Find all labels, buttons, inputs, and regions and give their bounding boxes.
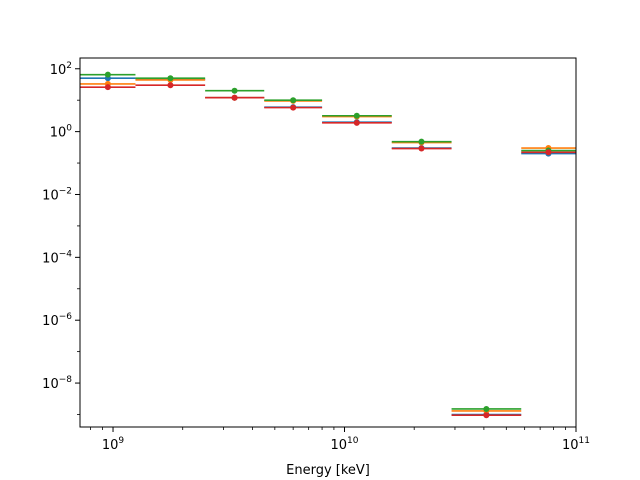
data-point [290,104,297,111]
data-point [483,412,490,419]
y-tick-label: 10−8 [42,375,72,392]
x-tick-label: 109 [102,436,125,453]
series-4 [80,82,576,419]
data-point [353,112,360,119]
data-point [290,97,297,104]
y-tick-label: 102 [50,61,72,78]
data-point [545,149,552,156]
series-1 [80,75,576,418]
series-2 [80,76,576,414]
series-3 [80,71,576,412]
data-point [353,119,360,126]
y-tick-label: 100 [50,124,73,141]
data-point [418,138,425,145]
data-point [104,84,111,91]
x-axis-label: Energy [keV] [286,463,370,478]
data-point [104,71,111,78]
axes-frame [79,57,577,428]
data-point [483,405,490,412]
y-tick-label: 10−2 [42,186,72,203]
plot-area [80,71,576,419]
x-tick-label: 1010 [331,436,359,453]
y-tick-label: 10−6 [42,312,72,329]
data-point [418,145,425,152]
data-point [167,82,174,89]
axis-ticks: 109 1010 1011 102 100 10−2 10−4 10−6 10−8 [42,61,590,453]
data-point [231,94,238,101]
y-tick-label: 10−4 [42,249,72,266]
x-tick-label: 1011 [562,436,590,453]
data-point [167,75,174,82]
data-point [231,87,238,94]
